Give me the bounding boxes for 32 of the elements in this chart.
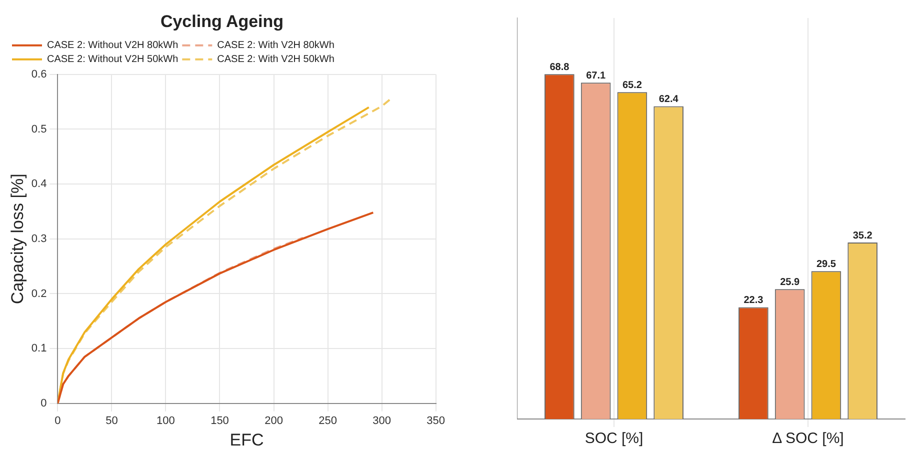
data-label: 68.8 [550, 62, 570, 73]
legend-label: CASE 2: Without V2H 80kWh [47, 40, 178, 52]
data-label: 35.2 [852, 230, 873, 242]
x-tick-label: 250 [318, 415, 337, 428]
data-label: 29.5 [816, 258, 836, 270]
x-tick-label: Δ SOC [%] [772, 430, 844, 448]
y-tick-label: 0.5 [31, 123, 47, 136]
data-label: 65.2 [622, 80, 642, 91]
x-tick-label: SOC [%] [584, 430, 644, 448]
data-label: 25.9 [780, 276, 800, 288]
chart-title: Cycling Ageing [160, 12, 284, 31]
legend-label: CASE 2: Without V2H 50kWh [47, 54, 178, 66]
y-tick-label: 0 [40, 397, 47, 410]
data-label: 22.3 [744, 294, 764, 306]
y-axis-title: Capacity loss [%] [8, 174, 27, 304]
x-tick-label: 200 [264, 415, 283, 428]
legend-label: CASE 2: With V2H 50kWh [217, 54, 334, 66]
x-tick-label: 100 [156, 415, 175, 428]
y-tick-label: 0.3 [31, 232, 47, 245]
data-label: 62.4 [658, 94, 679, 105]
x-tick-label: 350 [426, 415, 446, 428]
x-tick-label: 300 [372, 415, 391, 428]
y-tick-label: 0.6 [31, 68, 47, 80]
legend-label: CASE 2: With V2H 80kWh [217, 40, 334, 52]
x-axis-title: EFC [230, 430, 264, 450]
x-tick-label: 0 [54, 415, 61, 428]
data-label: 67.1 [586, 70, 606, 82]
y-tick-label: 0.4 [31, 178, 47, 190]
x-tick-label: 50 [106, 415, 118, 428]
y-tick-label: 0.2 [31, 288, 47, 300]
x-tick-label: 150 [210, 415, 229, 428]
y-tick-label: 0.1 [31, 342, 47, 355]
